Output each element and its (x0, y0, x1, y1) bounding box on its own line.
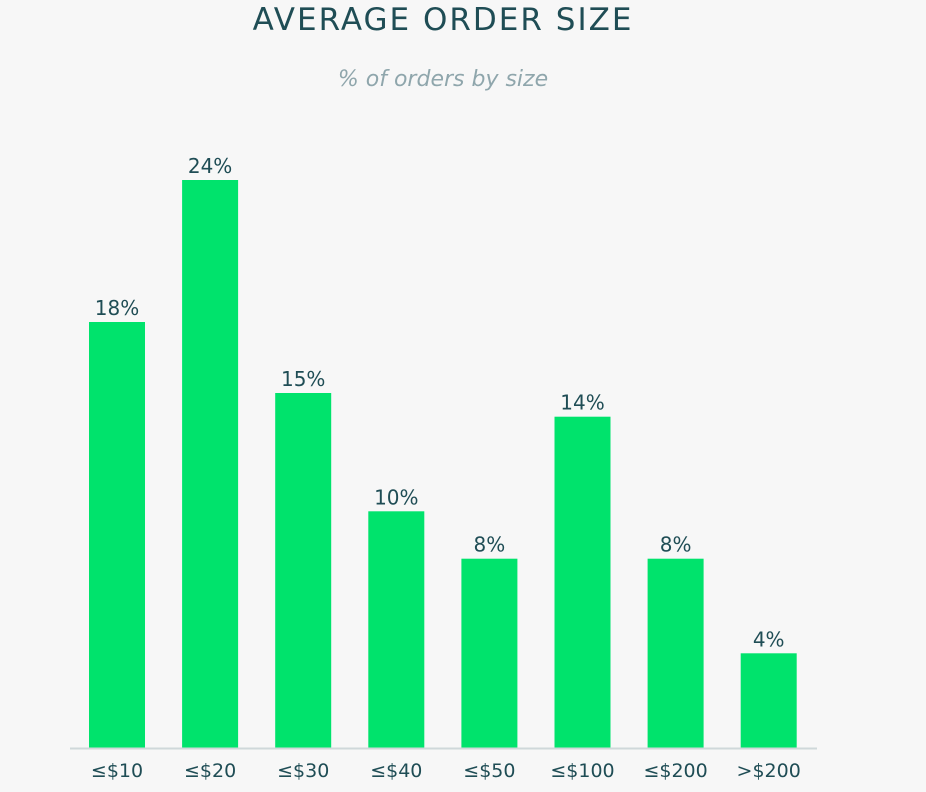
labels-layer: 18% ≤$10 24% ≤$20 15% ≤$30 10% ≤$40 8% ≤$50 14% ≤$1… (91, 154, 801, 782)
bar-2 (182, 180, 239, 748)
data-label-2: 24% (188, 154, 232, 178)
x-tick-label-8: >$200 (737, 760, 801, 782)
x-tick-label-3: ≤$30 (277, 760, 329, 782)
x-tick-label-6: ≤$100 (550, 760, 614, 782)
bars-layer (89, 180, 797, 748)
bar-5 (461, 558, 518, 748)
x-tick-label-4: ≤$40 (370, 760, 422, 782)
bar-1 (89, 322, 145, 748)
data-label-3: 15% (281, 367, 325, 391)
x-tick-label-2: ≤$20 (184, 760, 236, 782)
data-label-8: 4% (753, 627, 785, 651)
data-label-6: 14% (560, 391, 604, 415)
bar-8 (740, 653, 797, 748)
x-tick-label-5: ≤$50 (463, 760, 515, 782)
data-label-1: 18% (95, 296, 139, 320)
data-label-4: 10% (374, 485, 418, 509)
data-label-5: 8% (474, 533, 506, 557)
bar-3 (275, 393, 332, 748)
chart-subtitle: % of orders by size (337, 67, 549, 92)
bar-4 (368, 511, 425, 748)
x-tick-label-7: ≤$200 (643, 760, 707, 782)
bar-7 (647, 558, 704, 748)
x-tick-label-1: ≤$10 (91, 760, 143, 782)
chart-title: AVERAGE ORDER SIZE (252, 2, 634, 38)
bar-6 (554, 416, 611, 748)
data-label-7: 8% (660, 533, 692, 557)
